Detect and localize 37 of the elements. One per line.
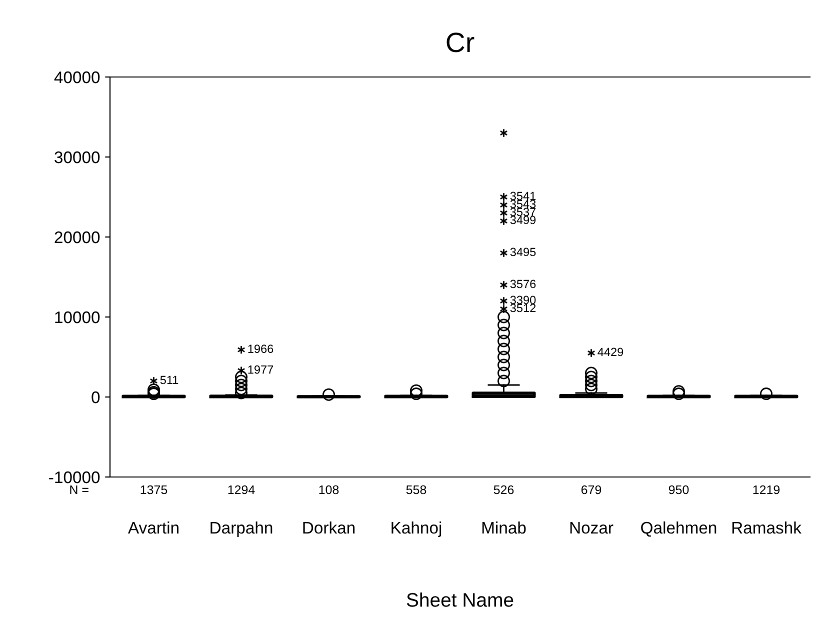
text: 679 [581, 485, 602, 494]
x-tick-label: Ramashk [732, 521, 802, 534]
text: 1294 [228, 485, 255, 494]
x-tick-label: Avartin [128, 521, 178, 534]
text: 526 [494, 485, 514, 494]
x-tick-label: Nozar [570, 522, 614, 534]
x-tick-label: Darpahn [210, 521, 272, 537]
text: 108 [319, 485, 339, 494]
annotation: 3495 [510, 248, 536, 256]
annotation: 3576 [510, 280, 536, 288]
annotation: 3390 [510, 296, 536, 304]
y-tick-label: 30000 [54, 151, 100, 164]
annotation: 511 [160, 376, 178, 384]
annotation: 3499 [510, 216, 536, 224]
annotation: 3512 [510, 304, 536, 312]
y-tick-label: 0 [92, 391, 100, 404]
annotation: 3543 [510, 200, 536, 208]
annotation: 1966 [248, 344, 274, 353]
x-tick-label: Minab [482, 521, 526, 534]
chart-title: Cr [446, 32, 474, 52]
x-tick-label: Kahnoj [392, 521, 442, 537]
x-tick-label: Qalehmen [641, 521, 716, 537]
annotation: 1977 [248, 365, 274, 374]
x-tick-label: Dorkan [303, 521, 355, 534]
x-axis-title: Sheet Name [406, 592, 514, 607]
y-tick-label: 10000 [55, 311, 100, 324]
text: 1375 [140, 485, 168, 494]
y-tick-label: -10000 [49, 471, 100, 484]
text: N = [70, 485, 88, 494]
text: 1219 [753, 485, 780, 494]
y-tick-label: 40000 [54, 71, 100, 84]
annotation: 4429 [598, 348, 624, 356]
annotation: 3541 [510, 192, 536, 200]
annotation: 3537 [510, 208, 536, 216]
text: 558 [406, 485, 426, 494]
text: 950 [668, 485, 689, 494]
y-tick-label: 20000 [54, 231, 100, 244]
